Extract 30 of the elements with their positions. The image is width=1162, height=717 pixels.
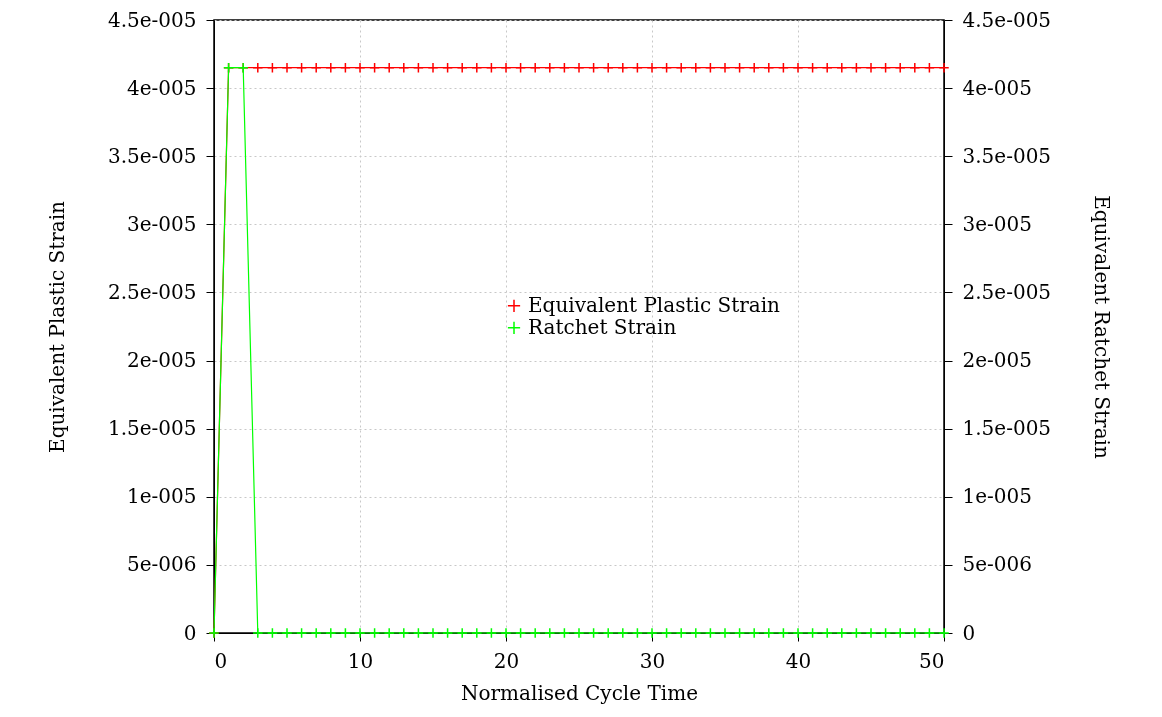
y2-tick-label: 5e-006: [962, 552, 1032, 577]
y2-tick-label: 1e-005: [962, 484, 1032, 509]
x-tick-label: 40: [785, 648, 812, 673]
y-tick-label: 4.5e-005: [107, 7, 197, 32]
y-tick-label: 1e-005: [127, 484, 197, 509]
x-tick-label: 10: [347, 648, 374, 673]
x-tick-label: 20: [493, 648, 520, 673]
y-axis-title: Equivalent Plastic Strain: [44, 200, 69, 453]
y2-tick-label: 4e-005: [962, 75, 1032, 100]
y2-tick-label: 2e-005: [962, 348, 1032, 373]
y-tick-label: 5e-006: [127, 552, 197, 577]
y2-tick-label: 0: [962, 620, 976, 645]
y-tick-label: 1.5e-005: [107, 416, 197, 441]
legend-label: Equivalent Plastic Strain: [528, 292, 781, 317]
y2-axis-title: Equivalent Ratchet Strain: [1090, 195, 1115, 459]
x-axis-title: Normalised Cycle Time: [461, 680, 698, 705]
y2-tick-label: 2.5e-005: [962, 279, 1052, 304]
y-tick-label: 2e-005: [127, 348, 197, 373]
y-tick-label: 3.5e-005: [107, 143, 197, 168]
y2-tick-label: 3e-005: [962, 211, 1032, 236]
y-tick-label: 0: [183, 620, 197, 645]
x-tick-label: 30: [639, 648, 666, 673]
x-tick-label: 0: [214, 648, 228, 673]
y2-tick-label: 1.5e-005: [962, 416, 1052, 441]
y-tick-label: 2.5e-005: [107, 279, 197, 304]
y2-tick-label: 3.5e-005: [962, 143, 1052, 168]
x-tick-label: 50: [919, 648, 945, 673]
y-tick-label: 4e-005: [127, 75, 197, 100]
y-tick-label: 3e-005: [127, 211, 197, 236]
y2-tick-label: 4.5e-005: [962, 7, 1052, 32]
